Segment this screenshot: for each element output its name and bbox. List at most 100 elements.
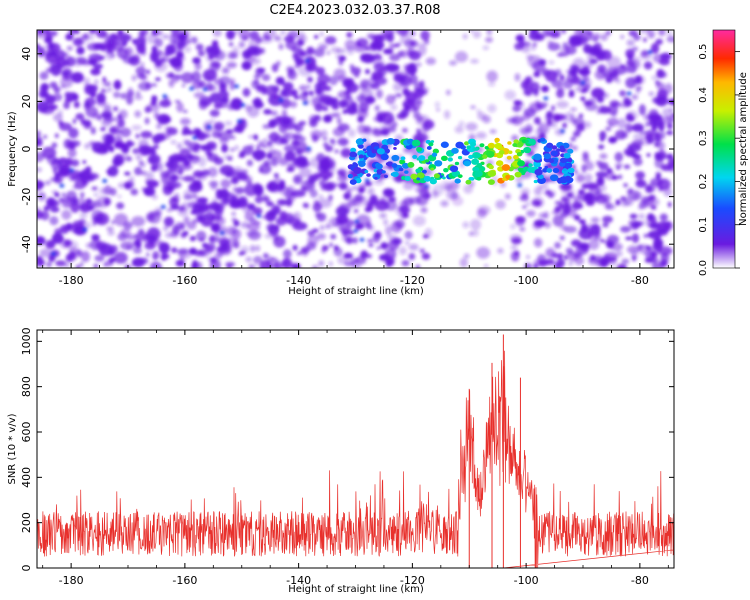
spectrogram-cell	[668, 98, 674, 106]
spectrogram-cell	[211, 61, 221, 69]
spectrogram-cell	[323, 155, 330, 161]
spectrogram-cell	[328, 261, 333, 267]
spectrogram-cell	[299, 167, 312, 178]
spectrogram-cell	[273, 96, 281, 100]
spectrogram-y-axis: -40 -20 0 20 40	[20, 47, 674, 253]
spectrogram-cell	[556, 254, 563, 260]
spectrogram-cell	[312, 228, 319, 233]
spectrogram-cell	[231, 46, 240, 59]
spectrogram-cell	[398, 246, 407, 256]
spectrogram-cell	[482, 45, 490, 51]
spectrogram-cell	[213, 102, 223, 109]
spectrogram-echo-cell	[557, 180, 563, 184]
spectrogram-echo-cell	[358, 160, 366, 167]
spectrogram-cell	[54, 178, 63, 184]
spectrogram-cell	[179, 255, 185, 263]
spectrogram-cell	[107, 86, 113, 92]
spectrogram-cell	[110, 33, 117, 39]
spectrogram-cell	[76, 249, 83, 257]
spectrogram-cell	[626, 91, 632, 96]
spectrogram-cell	[648, 91, 655, 97]
snr-ylabel: SNR (10 * v/v)	[7, 413, 18, 484]
spectrogram-cell	[351, 185, 358, 191]
spectrogram-cell	[549, 31, 561, 39]
spectrogram-cell	[128, 141, 136, 146]
spectrogram-cell	[146, 252, 150, 257]
spectrogram-cell	[547, 42, 561, 51]
spectrogram-cell	[294, 177, 301, 182]
snr-series-line	[37, 350, 674, 568]
spectrogram-cell	[579, 193, 589, 202]
spectrogram-cell	[631, 233, 640, 244]
spectrogram-cell	[46, 197, 56, 208]
spectrogram-cell	[58, 122, 72, 131]
spectrogram-cell	[75, 264, 81, 268]
spectrogram-cell	[233, 125, 243, 133]
spectrogram-echo-cell	[416, 172, 425, 179]
spectrogram-cell	[626, 39, 635, 47]
spectrogram-cell	[49, 216, 59, 226]
spectrogram-echo-cell	[479, 143, 485, 148]
spectrogram-cell	[350, 67, 362, 75]
spectrogram-cell	[637, 244, 644, 250]
spectrogram-echo-cell	[358, 154, 364, 159]
spectrogram-cell	[111, 220, 115, 225]
spectrogram-cell	[420, 207, 428, 214]
spectrogram-cell	[643, 233, 649, 238]
spectrogram-cell	[176, 101, 184, 113]
spectrogram-cell	[412, 215, 426, 227]
spectrogram-cell	[102, 89, 109, 94]
spectrogram-cell	[126, 90, 135, 97]
spectrogram-cell	[190, 210, 198, 215]
spectrogram-cell	[51, 251, 57, 256]
spectrogram-cell	[117, 182, 127, 189]
spectrogram-cell	[373, 178, 385, 186]
spectrogram-cell	[364, 46, 371, 51]
spectrogram-cell	[134, 94, 143, 100]
spectrogram-cell	[299, 136, 307, 142]
spectrogram-cell	[366, 238, 374, 243]
spectrogram-cell	[606, 56, 621, 69]
spectrogram-echo-cell	[431, 152, 438, 157]
spectrogram-cell	[279, 210, 288, 220]
spectrogram-cell	[318, 179, 326, 188]
spectrogram-cell	[304, 203, 310, 209]
spectrogram-cell	[631, 124, 644, 132]
spectrogram-cell	[596, 109, 602, 115]
spectrogram-cell	[298, 120, 307, 126]
spectrogram-cell	[118, 109, 128, 119]
spectrogram-cell	[397, 41, 403, 46]
spectrogram-cell	[104, 44, 113, 54]
spectrogram-cell	[320, 129, 328, 138]
spectrogram-cell	[617, 174, 623, 180]
spectrogram-cell	[536, 224, 543, 228]
spectrogram-cell	[370, 34, 384, 43]
spectrogram-cell	[281, 199, 293, 206]
spectrogram-echo-cell	[416, 177, 421, 181]
spectrogram-cell	[44, 36, 53, 44]
spectrogram-cell	[654, 158, 664, 169]
y-tick-label: 600	[20, 422, 33, 443]
spectrogram-cell	[638, 104, 646, 116]
spectrogram-cell	[182, 175, 195, 182]
spectrogram-cell	[595, 171, 608, 178]
spectrogram-cell	[646, 213, 655, 221]
spectrogram-cell	[54, 192, 60, 198]
spectrogram-cell	[637, 206, 644, 210]
spectrogram-echo-cell	[521, 139, 527, 144]
spectrogram-cell	[659, 131, 666, 140]
spectrogram-cell	[379, 212, 387, 219]
spectrogram-cell	[575, 124, 583, 133]
spectrogram-cell	[617, 118, 627, 130]
spectrogram-cell	[462, 221, 470, 229]
spectrogram-cell	[107, 165, 119, 177]
spectrogram-echo-cell	[350, 147, 357, 153]
spectrogram-cell	[37, 130, 42, 138]
spectrogram-cell	[485, 36, 493, 43]
spectrogram-cell	[188, 201, 201, 208]
spectrogram-cell	[608, 103, 618, 116]
spectrogram-echo-cell	[525, 139, 529, 143]
spectrogram-cell	[101, 133, 113, 144]
spectrogram-echo-cell	[516, 151, 523, 157]
spectrogram-cell	[37, 207, 42, 215]
